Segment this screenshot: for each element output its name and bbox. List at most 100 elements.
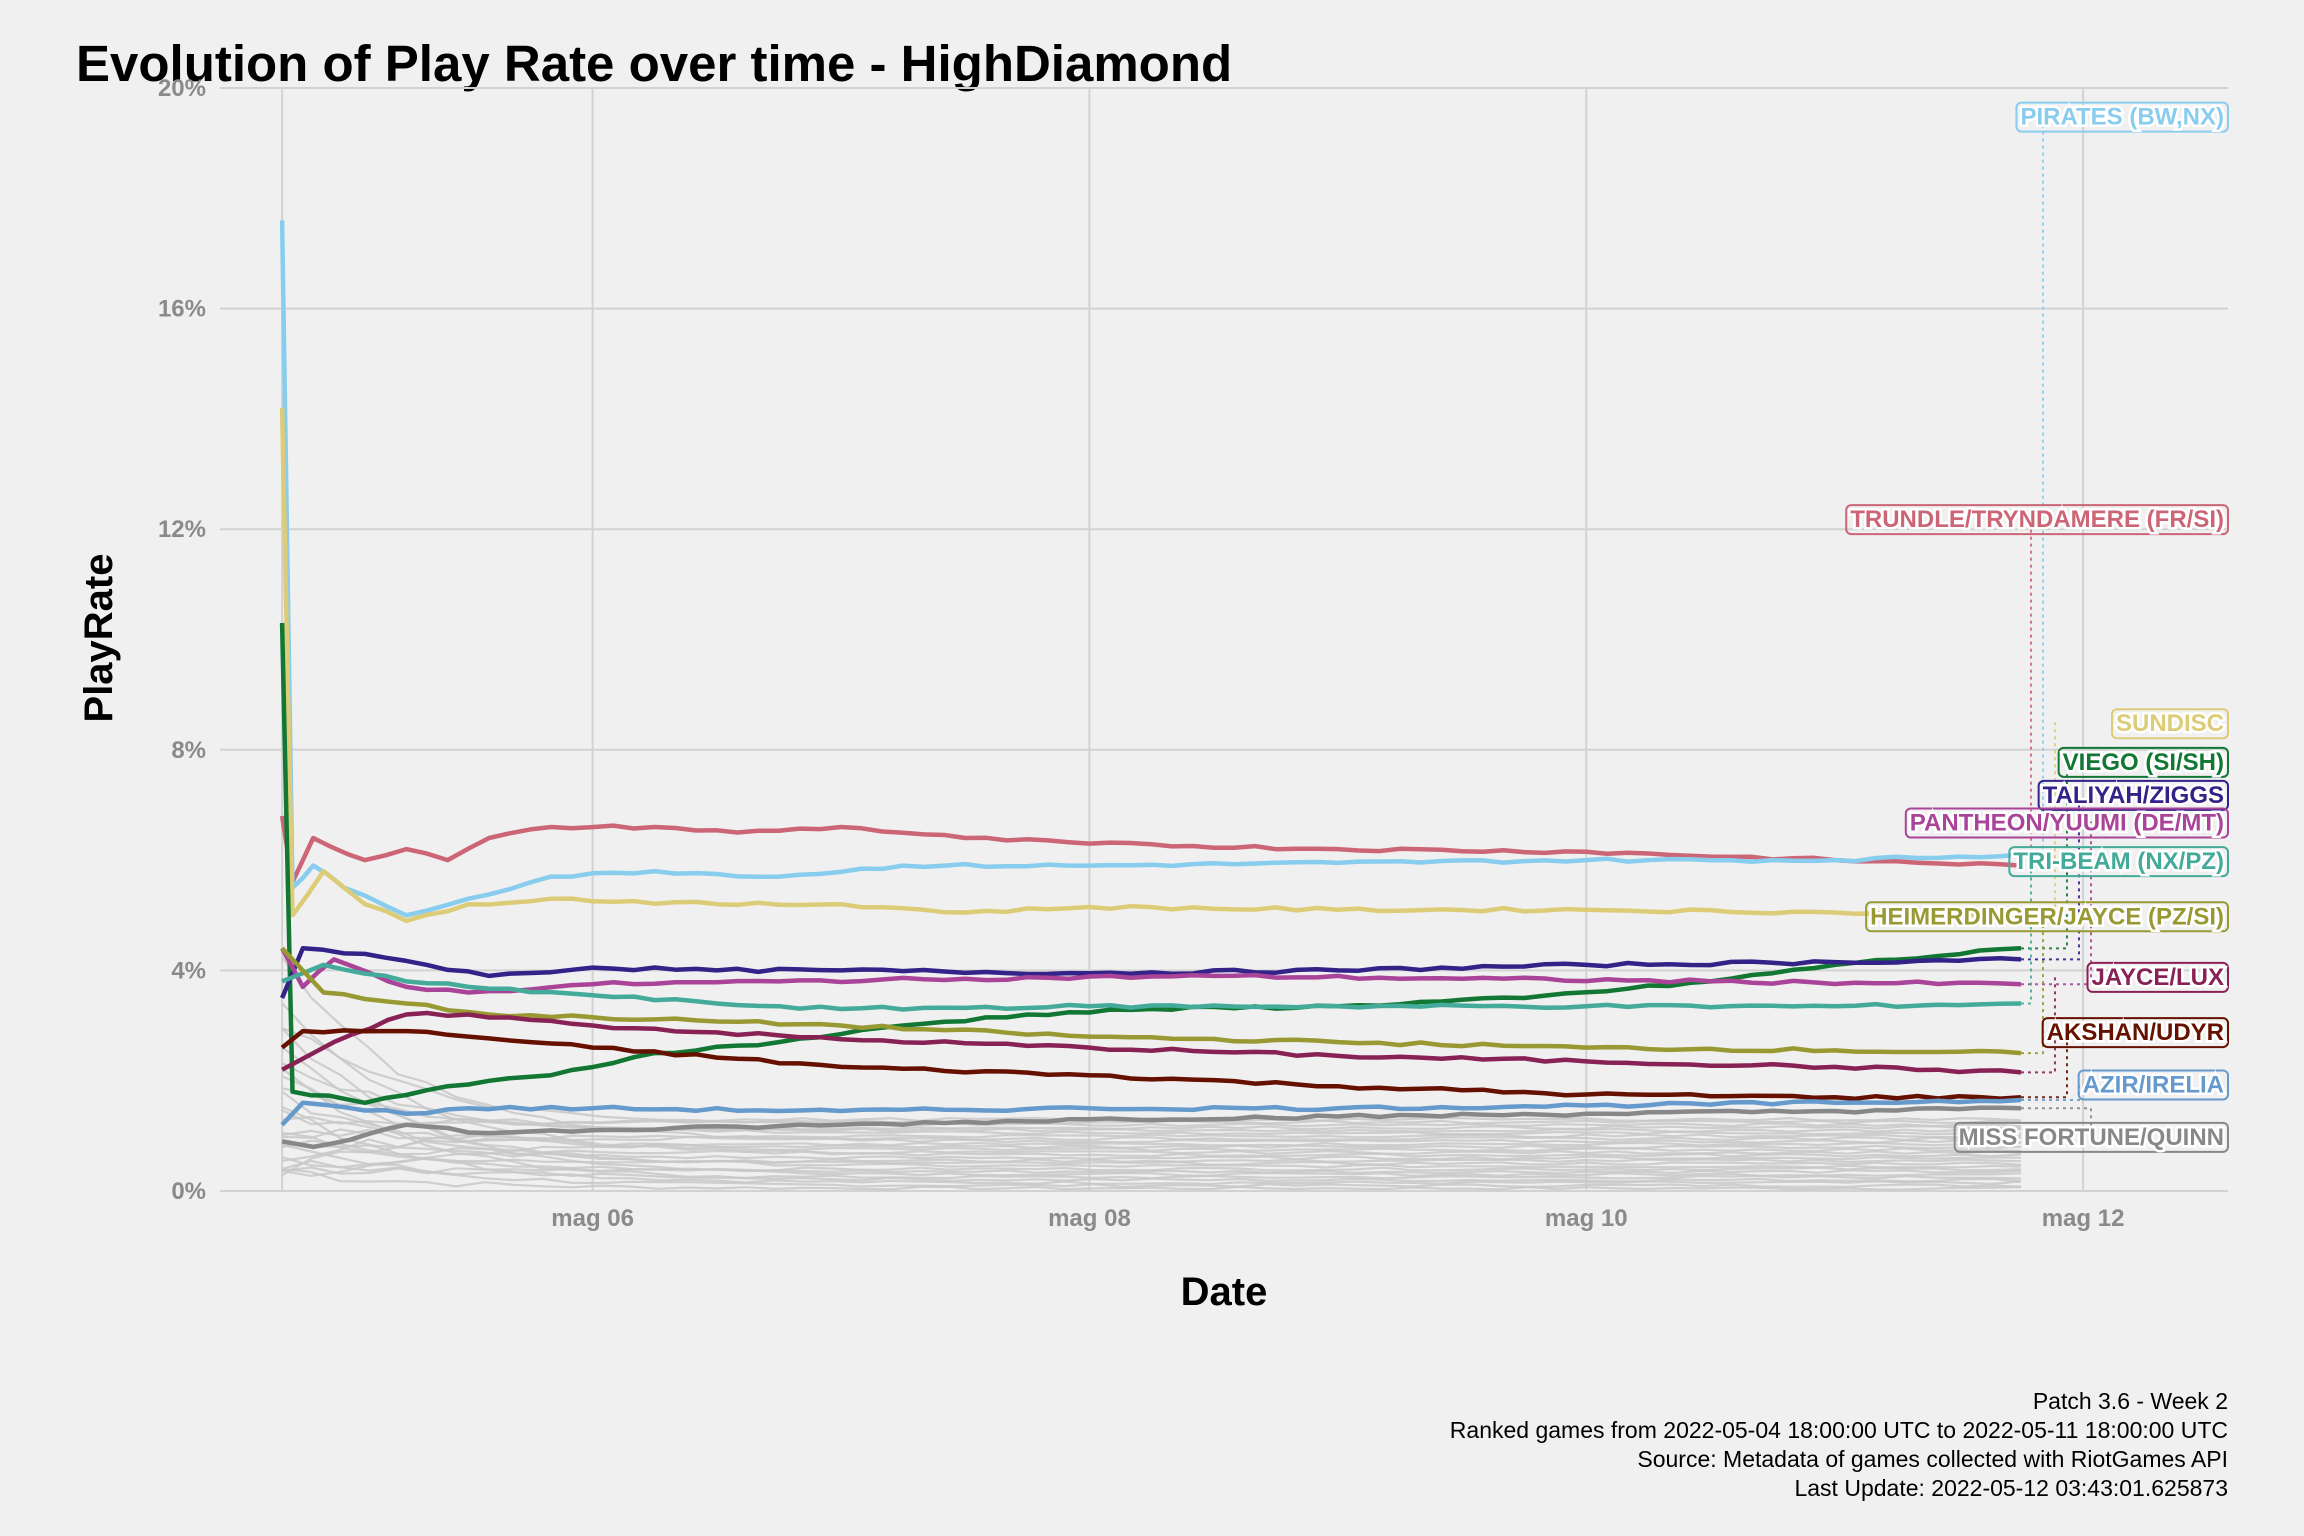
series-label: VIEGO (SI/SH) [2057,746,2229,778]
x-tick-labels: mag 06 mag 08 mag 10 mag 12 [551,1205,2124,1232]
series-label-text: TRI-BEAM (NX/PZ) [2013,848,2224,875]
series-label-text: PIRATES (BW,NX) [2020,104,2224,131]
background-series-line [281,1166,2022,1175]
series-line [279,220,2022,918]
leader-line [2020,975,2056,1074]
x-axis-title: Date [1181,1270,1268,1314]
leader-line [2020,1031,2068,1099]
x-tick-label: mag 08 [1048,1205,1131,1232]
series-label-box [2086,961,2229,993]
series-label-text: AZIR/IRELIA [2083,1071,2224,1098]
series-label: TRUNDLE/TRYNDAMERE (FR/SI) [1845,504,2229,536]
leader-line [2020,1107,2092,1136]
y-axis-title: PlayRate [77,554,121,723]
series-label-box [2057,746,2229,778]
background-series-line [281,1141,2022,1178]
y-tick-label: 0% [171,1178,206,1205]
background-series-line [281,1062,2022,1136]
x-tick-label: mag 10 [1545,1205,1628,1232]
y-tick-label: 20% [158,75,206,102]
background-series-line [281,1027,2022,1128]
series-label-text: MISS FORTUNE/QUINN [1959,1124,2224,1151]
background-series-line [281,1156,2022,1180]
background-series-line [281,1046,2022,1169]
y-tick-labels: 0% 4% 8% 12% 16% 20% [158,75,206,1205]
series-label: SUNDISC [2110,708,2229,740]
leader-line [2020,793,2080,961]
series-label-box [1845,504,2229,536]
series-label: AKSHAN/UDYR [2041,1017,2229,1049]
series-line [280,1097,2022,1127]
series-label: PIRATES (BW,NX) [2015,101,2229,133]
leader-line [2020,860,2032,1005]
x-tick-label: mag 12 [2042,1205,2125,1232]
background-series-line [281,1128,2022,1142]
series-line [279,407,2022,924]
series-label-text: PANTHEON/YUUMI (DE/MT) [1910,809,2224,836]
leader-line [2020,115,2044,856]
series-label-text: TRUNDLE/TRYNDAMERE (FR/SI) [1850,506,2224,533]
series-label-text: HEIMERDINGER/JAYCE (PZ/SI) [1870,903,2224,930]
background-series-line [281,1109,2022,1150]
y-tick-label: 4% [171,957,206,984]
series-line [280,946,2022,999]
caption-source: Source: Metadata of games collected with… [1637,1446,2228,1472]
series-line [280,946,2022,1056]
background-series-line [281,1133,2022,1162]
series-label: JAYCE/LUX [2086,961,2229,993]
series-line [279,815,2022,885]
y-tick-label: 16% [158,296,206,323]
leader-line [2020,1083,2080,1101]
series-label-text: AKSHAN/UDYR [2047,1019,2224,1046]
x-tick-label: mag 06 [551,1205,634,1232]
series-line [281,1010,2022,1075]
series-label-text: VIEGO (SI/SH) [2063,749,2224,776]
series-label-box [2110,708,2229,740]
series-label: PANTHEON/YUUMI (DE/MT) [1904,807,2229,839]
series-label-box [2015,101,2229,133]
leader-line [2020,821,2092,986]
label-leader-lines [2020,115,2092,1136]
leader-line [2020,760,2068,950]
series-label: HEIMERDINGER/JAYCE (PZ/SI) [1865,901,2229,933]
chart-title: Evolution of Play Rate over time - HighD… [76,35,1232,92]
series-label-box [2008,846,2229,878]
leader-line [2020,722,2056,917]
series-label: MISS FORTUNE/QUINN [1953,1121,2229,1153]
series-label-box [1904,807,2229,839]
series-label: AZIR/IRELIA [2077,1069,2229,1101]
background-series-line [281,1105,2022,1186]
background-series-line [281,956,2022,1144]
series-label: TALIYAH/ZIGGS [2037,779,2229,811]
background-series-line [281,1168,2022,1191]
caption-update: Last Update: 2022-05-12 03:43:01.625873 [1794,1475,2228,1501]
background-series-line [281,1075,2022,1153]
leader-line [2020,915,2044,1055]
background-series-line [281,1143,2022,1188]
series-line [281,962,2022,1012]
series-label-box [1865,901,2229,933]
series-label-box [2037,779,2229,811]
background-series-line [281,1087,2022,1133]
background-series [281,956,2022,1191]
caption-block: Patch 3.6 - Week 2 Ranked games from 202… [1450,1388,2228,1501]
y-tick-label: 12% [158,516,206,543]
caption-patch: Patch 3.6 - Week 2 [2033,1388,2228,1414]
series-label-text: JAYCE/LUX [2092,964,2225,991]
series-line [281,1105,2022,1150]
series-line [280,947,2022,995]
series-label-box [1953,1121,2229,1153]
background-series-line [281,1141,2022,1161]
series-label-box [2077,1069,2229,1101]
series-label: TRI-BEAM (NX/PZ) [2008,846,2229,878]
series-line [280,1028,2022,1101]
y-tick-label: 8% [171,737,206,764]
series-lines [279,220,2022,1150]
series-label-box [2041,1017,2229,1049]
series-label-text: SUNDISC [2116,710,2224,737]
series-labels: TRUNDLE/TRYNDAMERE (FR/SI) PIRATES (BW,NX… [1845,101,2229,1153]
caption-range: Ranked games from 2022-05-04 18:00:00 UT… [1450,1417,2228,1443]
background-series-line [281,1157,2022,1171]
